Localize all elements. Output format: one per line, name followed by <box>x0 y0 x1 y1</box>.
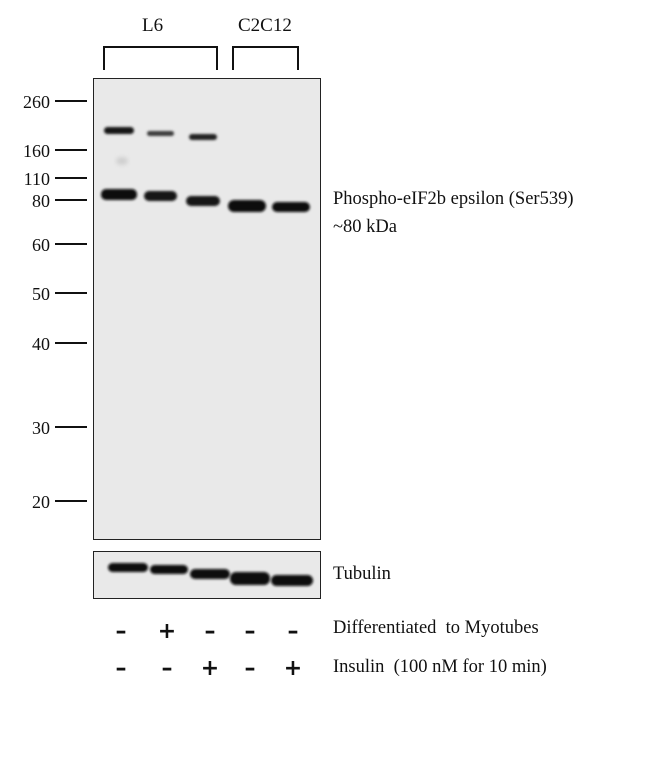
main-blot-bands <box>101 127 310 212</box>
condition-sign: – <box>287 619 299 644</box>
tubulin-blot-panel <box>93 551 321 599</box>
condition-sign: – <box>244 619 256 644</box>
group-bracket-c2c12 <box>232 46 299 70</box>
condition-sign: + <box>200 656 220 681</box>
condition-sign: + <box>283 656 303 681</box>
marker-label-40: 40 <box>32 334 50 354</box>
condition-sign: – <box>115 656 127 681</box>
band-80kda-lane-1 <box>101 189 137 200</box>
tubulin-band-lane-5 <box>271 575 313 586</box>
band-smear <box>116 157 128 165</box>
band-80kda-lane-2 <box>144 191 177 201</box>
band-80kda-lane-4 <box>228 200 266 212</box>
main-blot-label: Phospho-eIF2b epsilon (Ser539) ~80 kDa <box>333 186 573 242</box>
marker-label-60: 60 <box>32 235 50 255</box>
band-80kda-lane-3 <box>186 196 220 206</box>
band-high-mw-lane-1 <box>104 127 134 134</box>
marker-tick-110 <box>55 177 87 179</box>
tubulin-band-lane-2 <box>150 565 188 574</box>
marker-tick-260 <box>55 100 87 102</box>
marker-tick-60 <box>55 243 87 245</box>
band-high-mw-lane-3 <box>189 134 217 140</box>
group-label-c2c12: C2C12 <box>238 15 292 36</box>
tubulin-band-lane-3 <box>190 569 230 579</box>
condition-label-insulin: Insulin (100 nM for 10 min) <box>333 657 547 677</box>
tubulin-band-lane-4 <box>230 572 270 585</box>
marker-tick-30 <box>55 426 87 428</box>
marker-label-20: 20 <box>32 492 50 512</box>
condition-sign: – <box>115 619 127 644</box>
group-label-l6: L6 <box>142 15 164 36</box>
marker-tick-40 <box>55 342 87 344</box>
marker-label-50: 50 <box>32 284 50 304</box>
marker-tick-80 <box>55 199 87 201</box>
marker-tick-50 <box>55 292 87 294</box>
tubulin-blot-label: Tubulin <box>333 564 391 584</box>
condition-sign: – <box>161 656 173 681</box>
condition-label-differentiated: Differentiated to Myotubes <box>333 618 539 638</box>
band-high-mw-lane-2 <box>147 131 174 136</box>
main-blot-panel <box>93 78 321 540</box>
tubulin-blot-bands <box>108 563 313 586</box>
main-blot-label-target: Phospho-eIF2b epsilon (Ser539) <box>333 189 574 209</box>
marker-label-260: 260 <box>23 92 50 112</box>
group-bracket-l6 <box>103 46 218 70</box>
marker-label-80: 80 <box>32 191 50 211</box>
condition-sign: + <box>157 619 177 644</box>
band-80kda-lane-5 <box>272 202 310 212</box>
main-blot-label-size: ~80 kDa <box>333 216 397 237</box>
marker-label-160: 160 <box>23 141 50 161</box>
tubulin-band-lane-1 <box>108 563 148 572</box>
marker-label-30: 30 <box>32 418 50 438</box>
condition-sign: – <box>204 619 216 644</box>
condition-sign: – <box>244 656 256 681</box>
marker-label-110: 110 <box>23 169 50 189</box>
marker-tick-20 <box>55 500 87 502</box>
marker-tick-160 <box>55 149 87 151</box>
